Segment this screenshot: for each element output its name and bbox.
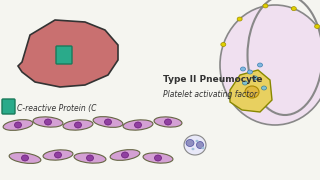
FancyBboxPatch shape — [56, 46, 72, 64]
Ellipse shape — [202, 147, 204, 149]
Ellipse shape — [196, 140, 198, 142]
Text: Type II Pneumocyte: Type II Pneumocyte — [163, 75, 262, 84]
Ellipse shape — [315, 24, 320, 28]
Ellipse shape — [243, 81, 247, 85]
Ellipse shape — [110, 150, 140, 160]
Polygon shape — [230, 70, 272, 112]
Ellipse shape — [237, 17, 242, 21]
Ellipse shape — [75, 122, 82, 128]
Ellipse shape — [245, 86, 259, 98]
Text: C-reactive Protein (C: C-reactive Protein (C — [17, 103, 97, 112]
Ellipse shape — [154, 117, 182, 127]
Ellipse shape — [43, 150, 73, 160]
Ellipse shape — [164, 119, 172, 125]
Ellipse shape — [247, 70, 252, 74]
Ellipse shape — [123, 120, 153, 130]
Ellipse shape — [258, 63, 262, 67]
Ellipse shape — [220, 5, 320, 125]
Ellipse shape — [105, 119, 111, 125]
Ellipse shape — [63, 120, 93, 130]
Ellipse shape — [155, 155, 162, 161]
Ellipse shape — [261, 86, 267, 90]
Ellipse shape — [86, 155, 93, 161]
Ellipse shape — [33, 117, 63, 127]
Ellipse shape — [186, 140, 194, 147]
Ellipse shape — [252, 76, 258, 80]
Ellipse shape — [14, 122, 21, 128]
Ellipse shape — [122, 152, 129, 158]
Ellipse shape — [74, 153, 106, 163]
Polygon shape — [18, 20, 118, 87]
Ellipse shape — [143, 153, 173, 163]
Ellipse shape — [263, 4, 268, 8]
Ellipse shape — [93, 117, 123, 127]
Ellipse shape — [44, 119, 52, 125]
Ellipse shape — [184, 135, 206, 155]
Ellipse shape — [21, 155, 28, 161]
Ellipse shape — [221, 42, 226, 46]
Ellipse shape — [191, 148, 195, 150]
Ellipse shape — [291, 7, 296, 11]
Ellipse shape — [54, 152, 61, 158]
Text: Platelet activating factor: Platelet activating factor — [163, 90, 257, 99]
Ellipse shape — [134, 122, 141, 128]
Ellipse shape — [241, 67, 245, 71]
Ellipse shape — [3, 120, 33, 130]
FancyBboxPatch shape — [2, 99, 15, 114]
Ellipse shape — [9, 153, 41, 163]
Ellipse shape — [196, 141, 204, 148]
